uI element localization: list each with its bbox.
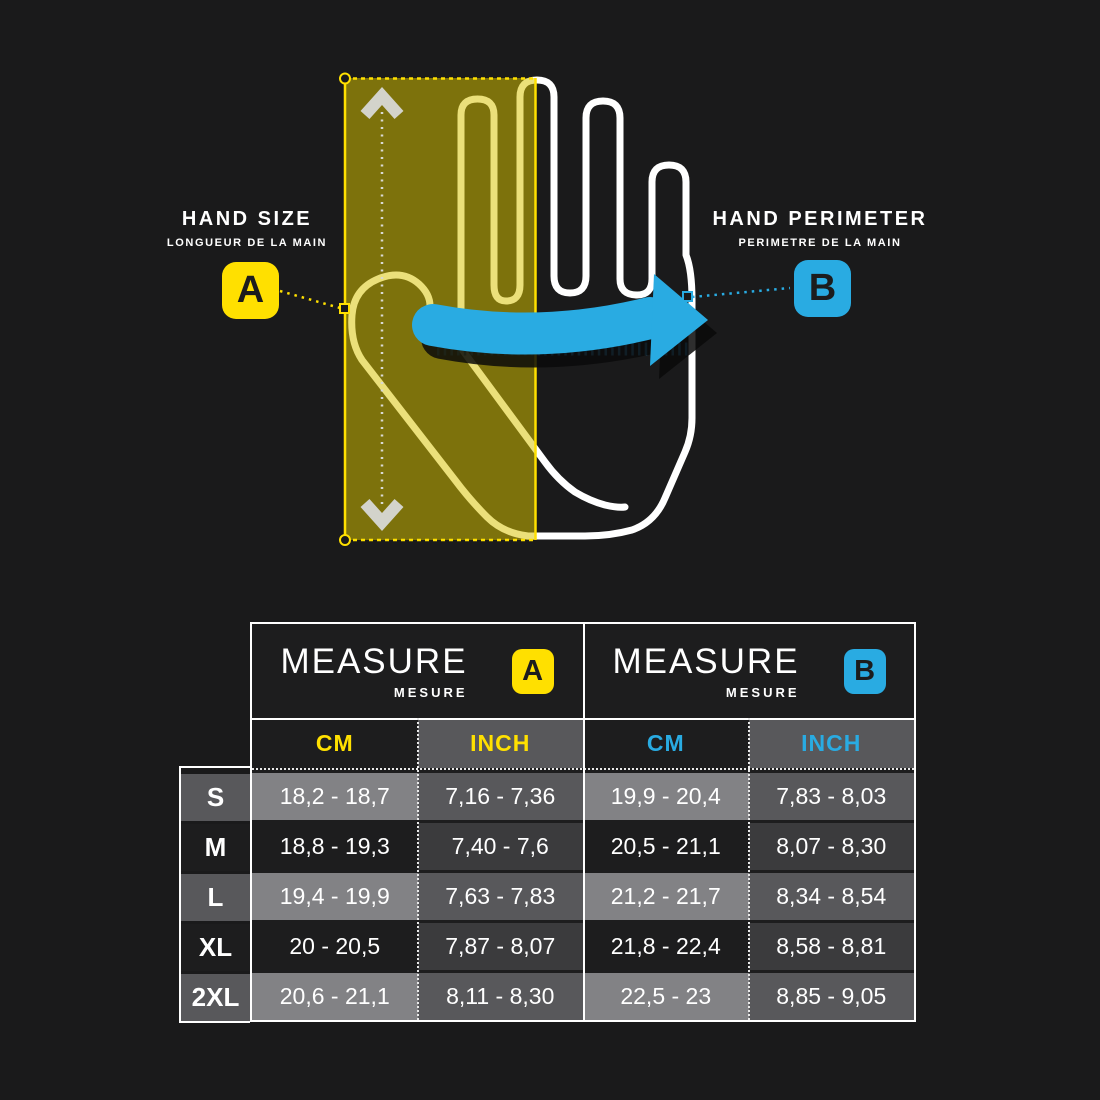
table-header: MEASURE MESURE A MEASURE MESURE B (252, 624, 914, 718)
b-inch-value: 8,34 - 8,54 (748, 873, 914, 920)
a-inch-value: 7,16 - 7,36 (417, 773, 583, 820)
b-inch-value: 8,85 - 9,05 (748, 973, 914, 1020)
b-inch-value: 8,07 - 8,30 (748, 823, 914, 870)
units-row: CM INCH CM INCH (252, 718, 914, 768)
measure-a-subtitle: MESURE (393, 685, 468, 700)
a-cm-value: 18,2 - 18,7 (252, 773, 418, 820)
leader-a (279, 289, 350, 314)
cm-inch-divider-b (748, 718, 750, 1020)
leader-b (682, 286, 791, 302)
measure-b-header: MEASURE MESURE B (584, 624, 914, 718)
measure-a-header: MEASURE MESURE A (252, 624, 582, 718)
size-cell: M (181, 824, 250, 871)
unit-b-cm: CM (646, 729, 685, 756)
measure-a-badge: A (222, 262, 279, 319)
b-cm-value: 22,5 - 23 (583, 973, 749, 1020)
unit-b-inch: INCH (748, 718, 914, 768)
measure-b-badge: B (794, 260, 851, 317)
hand-perimeter-subtitle: PERIMETRE DE LA MAIN (738, 237, 902, 249)
a-inch-value: 8,11 - 8,30 (417, 973, 583, 1020)
a-cm-value: 19,4 - 19,9 (252, 873, 418, 920)
a-inch-value: 7,87 - 8,07 (417, 923, 583, 970)
measure-a-title: MEASURE (280, 642, 468, 681)
table-body: 18,2 - 18,7 7,16 - 7,36 19,9 - 20,4 7,83… (252, 770, 914, 1020)
hand-measurement-diagram (279, 72, 791, 546)
cm-inch-divider-a (417, 718, 419, 1020)
hand-size-title: HAND SIZE (181, 208, 313, 230)
hand-size-subtitle: LONGUEUR DE LA MAIN (166, 237, 328, 249)
a-cm-value: 20 - 20,5 (252, 923, 418, 970)
measure-b-header-badge: B (843, 648, 886, 694)
b-cm-value: 19,9 - 20,4 (583, 773, 749, 820)
measure-b-subtitle: MESURE (725, 685, 800, 700)
a-cm-value: 18,8 - 19,3 (252, 823, 418, 870)
size-cell: 2XL (181, 974, 250, 1021)
b-inch-value: 7,83 - 8,03 (748, 773, 914, 820)
table-row: 20 - 20,5 7,87 - 8,07 21,8 - 22,4 8,58 -… (252, 923, 914, 970)
measure-a-header-badge: A (511, 648, 554, 694)
unit-a-inch: INCH (417, 718, 583, 768)
size-table: MEASURE MESURE A MEASURE MESURE B CM INC… (250, 622, 916, 1022)
measure-b-title: MEASURE (612, 642, 800, 681)
hand-perimeter-title: HAND PERIMETER (712, 208, 928, 230)
length-measure-line (360, 87, 404, 531)
measure-divider (583, 624, 585, 1020)
size-label-column: S M L XL 2XL (179, 766, 250, 1023)
a-inch-value: 7,63 - 7,83 (417, 873, 583, 920)
a-cm-value: 20,6 - 21,1 (252, 973, 418, 1020)
size-cell: L (181, 874, 250, 921)
size-cell: XL (181, 924, 250, 971)
table-row: 18,8 - 19,3 7,40 - 7,6 20,5 - 21,1 8,07 … (252, 823, 914, 870)
perimeter-arrow-icon (412, 274, 708, 366)
b-cm-value: 20,5 - 21,1 (583, 823, 749, 870)
unit-a-cm: CM (315, 729, 354, 756)
b-cm-value: 21,2 - 21,7 (583, 873, 749, 920)
b-cm-value: 21,8 - 22,4 (583, 923, 749, 970)
b-inch-value: 8,58 - 8,81 (748, 923, 914, 970)
table-row: 19,4 - 19,9 7,63 - 7,83 21,2 - 21,7 8,34… (252, 873, 914, 920)
hand-size-label: HAND SIZE LONGUEUR DE LA MAIN (87, 208, 407, 249)
table-row: 20,6 - 21,1 8,11 - 8,30 22,5 - 23 8,85 -… (252, 973, 914, 1020)
table-row: 18,2 - 18,7 7,16 - 7,36 19,9 - 20,4 7,83… (252, 773, 914, 820)
arrow-down-icon (360, 498, 404, 531)
size-cell: S (181, 774, 250, 821)
arrow-up-icon (360, 87, 404, 120)
a-inch-value: 7,40 - 7,6 (417, 823, 583, 870)
hand-perimeter-label: HAND PERIMETER PERIMETRE DE LA MAIN (660, 208, 980, 249)
